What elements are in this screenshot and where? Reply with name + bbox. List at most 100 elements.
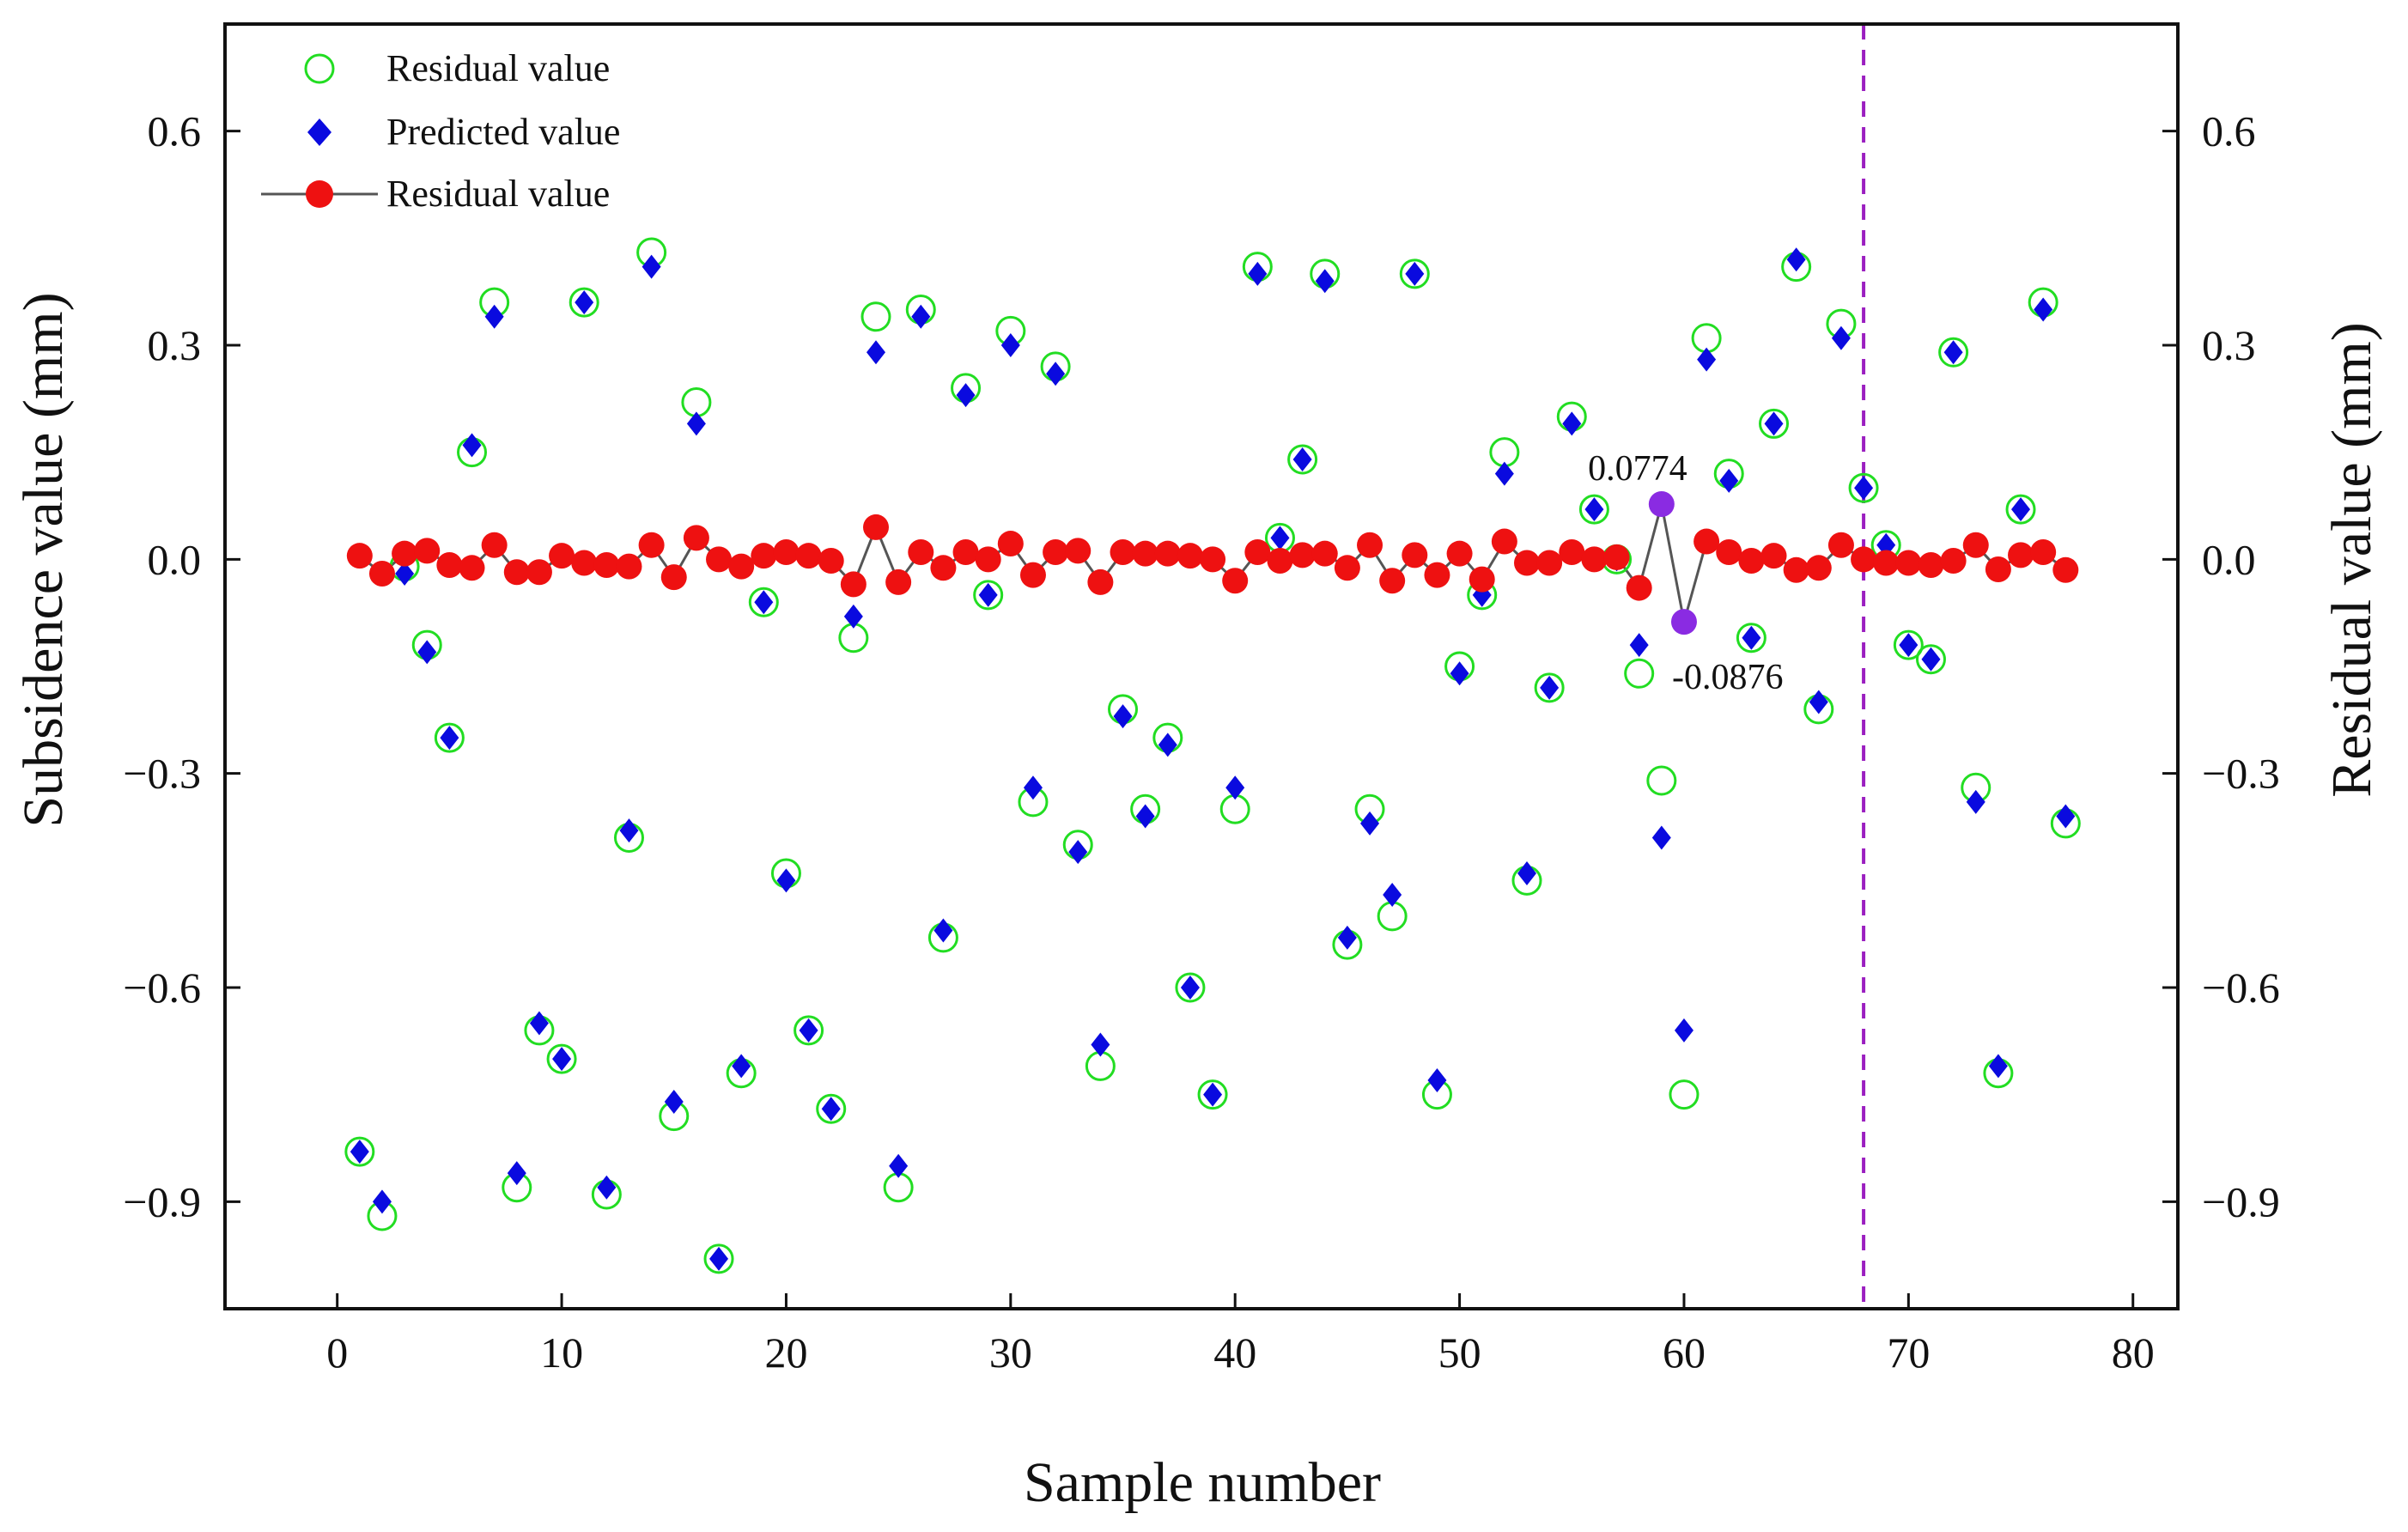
predicted-point — [395, 561, 415, 586]
residual-point — [1559, 539, 1585, 566]
predicted-point — [1113, 704, 1133, 729]
x-tick-label: 20 — [764, 1328, 807, 1377]
residual-point — [1783, 556, 1809, 583]
measured-point — [1197, 1079, 1228, 1110]
residual-point — [1110, 539, 1136, 566]
residual-point — [863, 514, 889, 540]
residual-point — [1694, 528, 1720, 555]
measured-point — [344, 1136, 375, 1167]
predicted-point — [1562, 411, 1582, 436]
residual-point — [1827, 532, 1854, 558]
measured-point — [1669, 1079, 1700, 1110]
predicted-point — [417, 640, 437, 665]
predicted-point — [1764, 411, 1784, 436]
measured-point — [748, 587, 779, 617]
predicted-point — [1966, 789, 1985, 814]
y-tick-label: −0.9 — [123, 1177, 201, 1225]
predicted-point — [2011, 497, 2031, 522]
predicted-point — [597, 1175, 617, 1200]
predicted-point — [686, 411, 706, 436]
residual-point — [593, 551, 620, 578]
residual-point — [1851, 546, 1877, 573]
residual-point — [930, 555, 957, 581]
legend-residual-label: Residual value — [386, 173, 610, 215]
y-tick-label: 0.6 — [148, 107, 202, 155]
y-axis-title: Subsidence value (mm) — [12, 292, 75, 827]
predicted-point — [709, 1246, 729, 1271]
measured-point — [1848, 472, 1879, 503]
plot-area: 0.0774 -0.0876 — [223, 22, 2180, 1310]
residual-point — [368, 560, 395, 587]
measured-point — [973, 580, 1004, 611]
residual-point — [706, 546, 733, 573]
measured-point — [703, 1243, 734, 1274]
residual-series — [346, 491, 2079, 635]
y2-axis-title: Residual value (mm) — [2320, 322, 2383, 798]
residual-point — [1311, 540, 1338, 567]
measured-point — [1399, 258, 1430, 289]
residual-point — [818, 547, 844, 574]
predicted-point — [642, 254, 661, 279]
x-tick-label: 70 — [1887, 1328, 1930, 1377]
measured-point — [1736, 623, 1766, 654]
x-axis-ticks: 0 10 20 30 40 50 60 70 80 — [326, 1293, 2155, 1377]
predicted-point — [1494, 461, 1514, 486]
residual-point — [571, 550, 598, 576]
predicted-point — [1405, 261, 1425, 286]
predicted-point — [1540, 675, 1560, 700]
x-tick-label: 60 — [1663, 1328, 1706, 1377]
y2-tick-label: −0.6 — [2202, 964, 2280, 1012]
residual-point — [2030, 539, 2057, 566]
measured-point — [1534, 672, 1565, 703]
residual-point — [1514, 550, 1540, 576]
residual-point — [952, 539, 979, 566]
legend: Residual value Predicted value Residual … — [261, 47, 620, 215]
measured-series — [344, 237, 2081, 1274]
predicted-point — [552, 1047, 572, 1072]
residual-point — [1716, 539, 1742, 566]
x-tick-label: 0 — [326, 1328, 348, 1377]
x-tick-label: 80 — [2112, 1328, 2155, 1377]
y2-axis-ticks: −0.9 −0.6 −0.3 0.0 0.3 0.6 — [2162, 107, 2280, 1225]
residual-point — [1222, 568, 1249, 594]
y-tick-label: −0.6 — [123, 964, 201, 1012]
residual-point — [392, 540, 418, 567]
predicted-point — [1158, 733, 1177, 757]
residual-point — [2052, 556, 2079, 583]
residual-point — [728, 553, 755, 580]
residual-point — [1357, 532, 1383, 558]
predicted-series — [350, 247, 2076, 1271]
residual-point — [459, 555, 485, 581]
predicted-point — [1135, 804, 1155, 829]
residual-point — [1469, 566, 1495, 593]
residual-point — [1873, 550, 1900, 576]
predicted-point — [1315, 269, 1335, 294]
measured-point — [1938, 337, 1969, 368]
x-tick-label: 30 — [989, 1328, 1032, 1377]
predicted-point — [1584, 497, 1604, 522]
measured-point — [546, 1043, 577, 1074]
predicted-point — [529, 1011, 549, 1036]
predicted-point — [821, 1097, 841, 1122]
predicted-point — [2034, 297, 2053, 322]
y-tick-label: 0.0 — [148, 535, 202, 583]
predicted-point — [619, 818, 639, 843]
predicted-point — [1203, 1082, 1223, 1107]
residual-point — [1087, 568, 1114, 595]
measured-point — [1646, 765, 1677, 796]
residual-point — [1200, 546, 1226, 573]
predicted-point — [1651, 825, 1671, 850]
x-axis-title: Sample number — [1024, 1451, 1381, 1514]
predicted-point — [799, 1018, 818, 1043]
x-tick-label: 50 — [1438, 1328, 1481, 1377]
predicted-point — [1450, 661, 1469, 686]
predicted-point — [1629, 633, 1649, 658]
predicted-point — [1674, 1018, 1694, 1043]
predicted-point — [2056, 804, 2076, 829]
residual-point — [1267, 547, 1293, 574]
measured-point — [1759, 408, 1790, 439]
y2-tick-label: −0.3 — [2202, 750, 2280, 798]
annotation-label: 0.0774 — [1588, 449, 1687, 489]
predicted-point — [933, 918, 953, 943]
